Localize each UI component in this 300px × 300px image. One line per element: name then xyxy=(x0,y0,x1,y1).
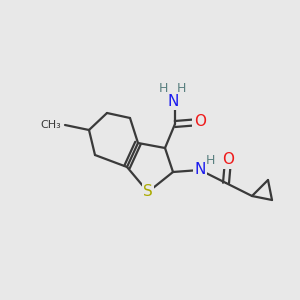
Text: H: H xyxy=(205,154,215,166)
Text: O: O xyxy=(222,152,234,167)
Text: H: H xyxy=(158,82,168,95)
Text: CH₃: CH₃ xyxy=(40,120,61,130)
Text: S: S xyxy=(143,184,153,200)
Text: O: O xyxy=(194,115,206,130)
Text: H: H xyxy=(176,82,186,95)
Text: N: N xyxy=(194,163,206,178)
Text: N: N xyxy=(167,94,179,109)
